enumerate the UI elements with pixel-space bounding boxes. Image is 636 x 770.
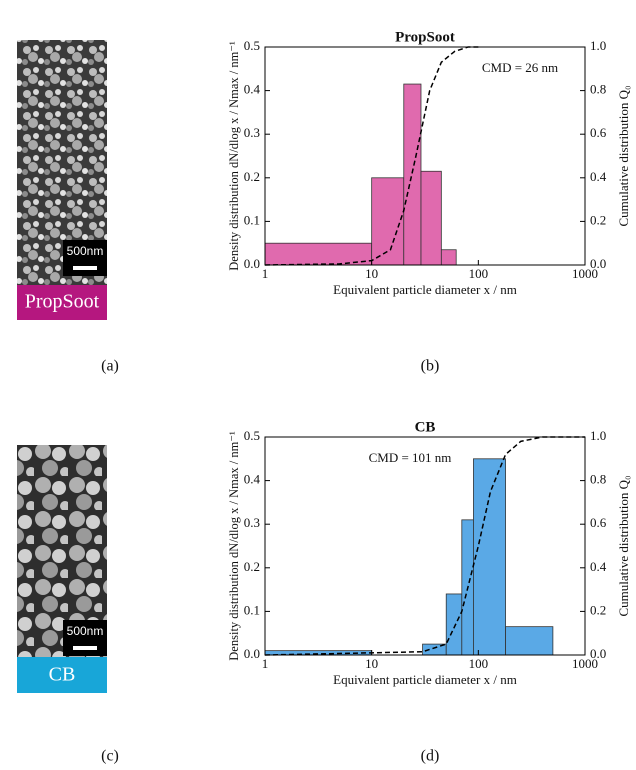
y2-axis-label: Cumulative distribution Q₀	[616, 85, 631, 226]
plot-frame	[265, 437, 585, 655]
bar	[372, 178, 404, 265]
y-tick-label: 0.2	[244, 559, 260, 574]
y2-tick-label: 1.0	[590, 428, 606, 443]
y2-tick-label: 0.2	[590, 602, 606, 617]
scale-bar-label: 500nm	[67, 244, 104, 258]
y2-tick-label: 0.4	[590, 559, 607, 574]
bar	[473, 459, 505, 655]
y2-tick-label: 0.0	[590, 256, 606, 271]
y-axis-label: Density distribution dN/dlog x / Nmax / …	[227, 41, 241, 271]
y2-tick-label: 1.0	[590, 38, 606, 53]
y2-tick-label: 0.2	[590, 212, 606, 227]
panel-label: (b)	[421, 358, 440, 375]
chart-title: CB	[415, 419, 436, 435]
annotation: CMD = 26 nm	[482, 60, 558, 75]
y2-tick-label: 0.6	[590, 125, 607, 140]
x-tick-label: 10	[365, 656, 378, 671]
figure: 500nm PropSoot 500nm CB (a) (b) (c) (d) …	[0, 0, 636, 770]
scale-bar-label: 500nm	[67, 624, 104, 638]
chart-title: PropSoot	[395, 29, 455, 45]
y2-tick-label: 0.4	[590, 169, 607, 184]
x-tick-label: 1	[262, 656, 269, 671]
panel-label: (d)	[421, 748, 440, 765]
y-tick-label: 0.4	[244, 472, 261, 487]
y2-tick-label: 0.8	[590, 82, 606, 97]
y-tick-label: 0.1	[244, 602, 260, 617]
bar	[421, 171, 441, 265]
y-tick-label: 0.3	[244, 515, 260, 530]
y-tick-label: 0.0	[244, 646, 260, 661]
y-tick-label: 0.5	[244, 428, 260, 443]
panel-label: (c)	[101, 748, 119, 765]
annotation: CMD = 101 nm	[369, 450, 452, 465]
y-tick-label: 0.0	[244, 256, 260, 271]
x-tick-label: 1	[262, 266, 269, 281]
bar	[446, 594, 462, 655]
y2-tick-label: 0.8	[590, 472, 606, 487]
y2-tick-label: 0.0	[590, 646, 606, 661]
panel-label: (a)	[101, 358, 119, 375]
y-tick-label: 0.1	[244, 212, 260, 227]
x-tick-label: 10	[365, 266, 378, 281]
cumulative-line	[265, 437, 585, 655]
x-tick-label: 100	[469, 656, 489, 671]
x-axis-label: Equivalent particle diameter x / nm	[333, 282, 517, 297]
y2-tick-label: 0.6	[590, 515, 607, 530]
y-tick-label: 0.2	[244, 169, 260, 184]
y-tick-label: 0.3	[244, 125, 260, 140]
y-tick-label: 0.4	[244, 82, 261, 97]
y-tick-label: 0.5	[244, 38, 260, 53]
image-caption: PropSoot	[25, 291, 100, 313]
x-axis-label: Equivalent particle diameter x / nm	[333, 672, 517, 687]
y-axis-label: Density distribution dN/dlog x / Nmax / …	[227, 431, 241, 661]
bar	[506, 627, 553, 655]
x-tick-label: 100	[469, 266, 489, 281]
bar	[441, 250, 456, 265]
y2-axis-label: Cumulative distribution Q₀	[616, 475, 631, 616]
bar	[404, 84, 421, 265]
image-caption: CB	[49, 664, 76, 686]
